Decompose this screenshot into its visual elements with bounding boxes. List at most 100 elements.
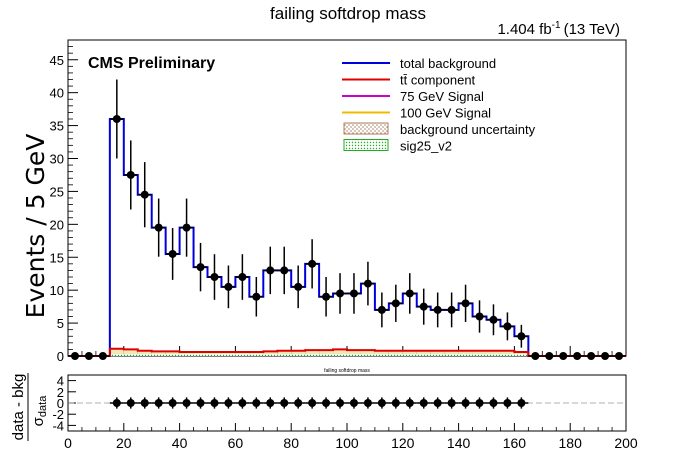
tt-fill-bin — [444, 350, 459, 356]
signal-fill-bin — [221, 354, 236, 356]
series-layer — [68, 118, 626, 357]
total-background-line — [68, 118, 626, 357]
data-point — [433, 305, 442, 314]
signal-fill-bin — [333, 354, 347, 356]
ratio-x-ticks: 0 20 40 60 80 100 120 140 160 180 200 — [64, 423, 638, 451]
data-point — [475, 312, 484, 321]
ratio-point — [224, 399, 233, 407]
ratio-x-tick-label: 60 — [228, 435, 244, 451]
lumi-label: 1.404 fb-1 (13 TeV) — [497, 20, 620, 38]
signal-fill-bin — [319, 354, 334, 356]
tt-fill-bin — [402, 350, 417, 356]
data-point — [98, 352, 107, 360]
data-point — [336, 289, 345, 298]
svg-text:σdata: σdata — [30, 395, 49, 427]
data-point — [140, 190, 149, 199]
data-point — [489, 315, 498, 324]
ratio-x-tick-label: 160 — [503, 435, 527, 451]
legend-fill-swatch — [343, 139, 389, 151]
ratio-x-tick-label: 20 — [116, 435, 132, 451]
main-panel: CMS Preliminary Events / 5 GeV 0 5 10 15 20 2… — [21, 39, 627, 364]
data-point — [419, 302, 428, 311]
ratio-x-tick-label: 180 — [559, 435, 583, 451]
signal-fill-bin — [514, 354, 529, 356]
y-tick-label: 0 — [57, 349, 64, 364]
data-point — [154, 223, 163, 232]
tt-fill-bin — [165, 351, 180, 356]
data-point — [280, 266, 289, 275]
signal-fill-bin — [347, 354, 361, 356]
signal-fill-bin — [151, 354, 166, 356]
legend-entry: 75 GeV Signal — [342, 89, 484, 104]
ratio-point — [475, 399, 484, 407]
signal-fill-bin — [444, 354, 459, 356]
y-tick-label: 15 — [50, 250, 64, 265]
signal-fill-bin — [374, 354, 389, 356]
ratio-point — [196, 399, 205, 407]
data-point — [308, 259, 317, 268]
signal-fill-bin — [305, 354, 320, 356]
tt-fill-bin — [277, 350, 292, 356]
ratio-point — [140, 399, 149, 407]
tt-fill-bin — [360, 350, 375, 356]
data-point — [322, 292, 331, 301]
tt-fill-bin — [319, 350, 334, 356]
ratio-point — [294, 399, 303, 407]
ratio-point — [461, 399, 470, 407]
ratio-point — [112, 399, 121, 407]
legend-label: tt̄ component — [400, 73, 476, 88]
tt-fill-bin — [458, 350, 473, 356]
legend-label: sig25_v2 — [400, 139, 452, 154]
ratio-point — [266, 399, 275, 407]
data-point — [210, 273, 219, 281]
data-points-layer — [68, 79, 626, 360]
data-point — [252, 292, 261, 301]
data-point — [294, 282, 303, 291]
data-point — [112, 115, 121, 123]
signal-fill-bin — [472, 354, 487, 356]
y-tick-label: 25 — [50, 184, 64, 199]
data-point — [84, 352, 93, 360]
data-point — [447, 305, 456, 314]
signal-fill-bin — [388, 354, 403, 356]
tt-fill-bin — [109, 348, 124, 356]
signal-fill-bin — [277, 354, 292, 356]
ratio-point — [433, 399, 442, 407]
data-point — [405, 289, 414, 298]
data-point — [615, 352, 624, 360]
ratio-x-tick-label: 120 — [391, 435, 415, 451]
signal-fill-bin — [179, 354, 194, 356]
data-point — [126, 170, 135, 179]
tt-fill-bin — [486, 350, 501, 356]
ratio-point — [210, 399, 219, 407]
data-point — [238, 273, 247, 281]
ratio-point — [238, 399, 247, 407]
signal-fill-bin — [207, 354, 222, 356]
main-y-ticks: 0 5 10 15 20 25 30 35 40 45 — [50, 39, 78, 364]
data-point — [517, 332, 526, 341]
signal-fill-bin — [458, 354, 473, 356]
y-tick-label: 35 — [50, 119, 64, 134]
ratio-x-tick-label: 0 — [64, 435, 72, 451]
cms-label: CMS Preliminary — [88, 55, 215, 72]
plot-title: failing softdrop mass — [270, 4, 426, 23]
data-point — [461, 299, 470, 308]
legend-entry: 100 GeV Signal — [342, 106, 491, 121]
data-point — [70, 352, 79, 360]
y-tick-label: 20 — [50, 217, 64, 232]
legend-label: total background — [400, 56, 496, 71]
signal-fill-bin — [430, 354, 445, 356]
signal-fill-bin — [416, 354, 431, 356]
svg-text:data - bkg: data - bkg — [10, 374, 27, 441]
y-tick-label: 30 — [50, 152, 64, 167]
signal-fill-bin — [123, 354, 138, 356]
data-point — [224, 282, 233, 291]
ratio-point — [489, 399, 498, 407]
ratio-point — [517, 399, 526, 407]
tt-fill-bin — [291, 350, 306, 356]
y-tick-label: 10 — [50, 283, 64, 298]
tt-fill-bin — [305, 350, 320, 356]
ratio-title: failing softdrop mass — [324, 368, 370, 374]
tt-fill-bin — [388, 350, 403, 356]
